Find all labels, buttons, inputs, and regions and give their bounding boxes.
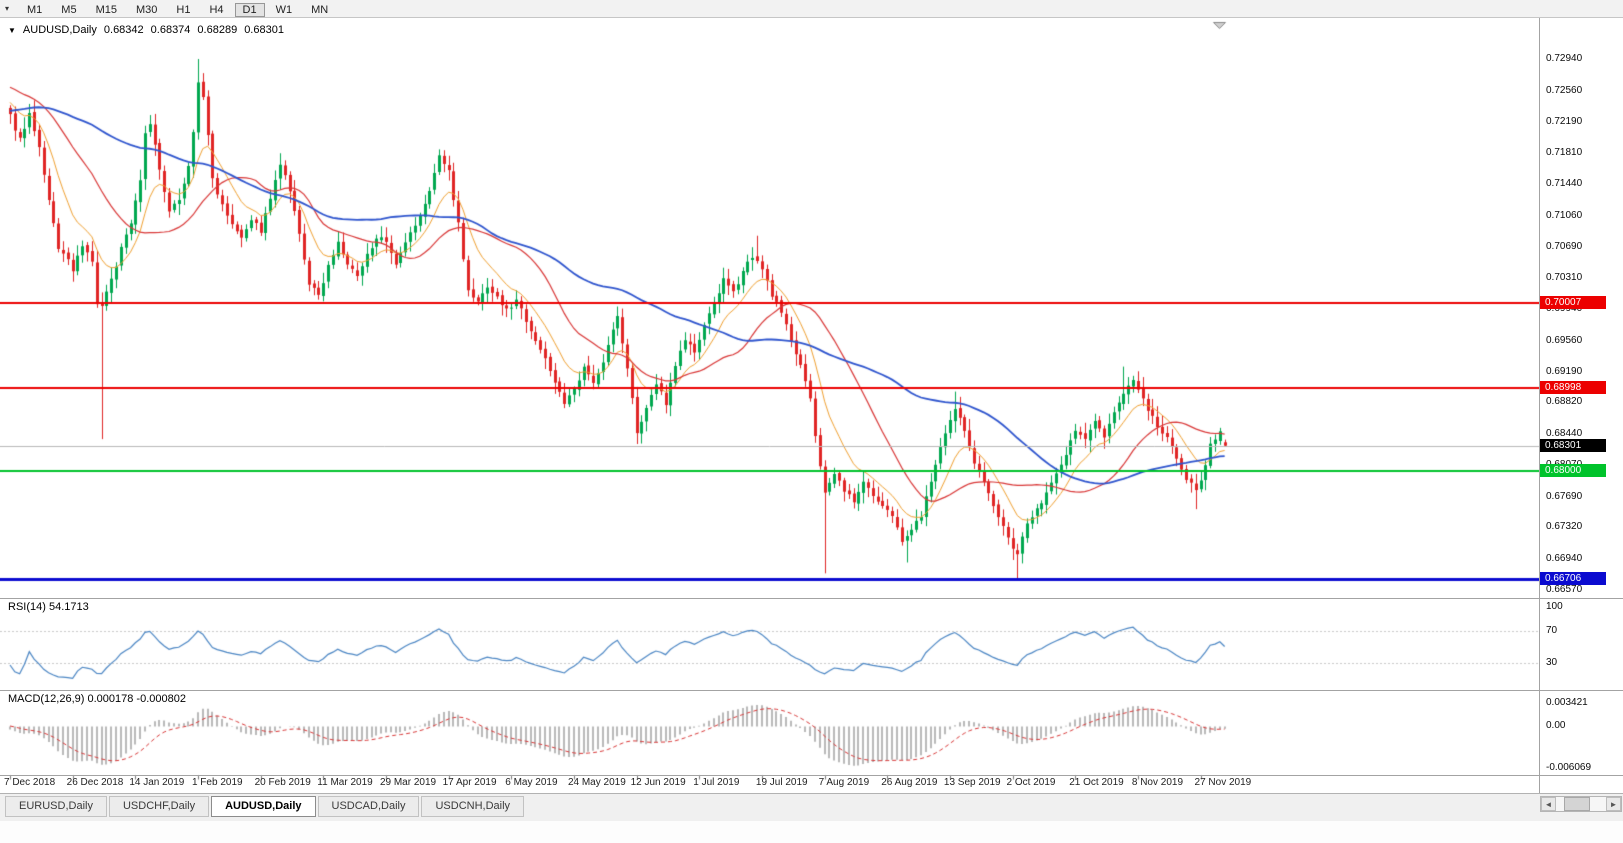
macd-indicator-label: MACD(12,26,9) 0.000178 -0.000802: [8, 693, 186, 705]
rsi-axis-label: 30: [1546, 657, 1558, 668]
price-axis-tick: 0.66940: [1546, 553, 1583, 565]
timeframe-toolbar: ▾ M1 M5 M15 M30 H1 H4 D1 W1 MN: [0, 0, 1623, 18]
rsi-indicator-label: RSI(14) 54.1713: [8, 601, 89, 613]
macd-axis-label: 0.003421: [1546, 697, 1588, 708]
chart-tabs: EURUSD,Daily USDCHF,Daily AUDUSD,Daily USDC…: [5, 796, 1623, 817]
date-axis-separator: [0, 775, 1623, 776]
rsi-panel-separator[interactable]: [0, 598, 1623, 599]
price-axis-tick: 0.66570: [1546, 584, 1583, 595]
timeframe-button-m30[interactable]: M30: [135, 3, 158, 16]
timeframe-buttons: M1 M5 M15 M30 H1 H4 D1 W1 MN: [19, 0, 339, 18]
timeframe-button-m1[interactable]: M1: [27, 3, 43, 16]
chart-tab-usdcnh-daily[interactable]: USDCNH,Daily: [421, 796, 525, 817]
chart-tab-audusd-daily[interactable]: AUDUSD,Daily: [211, 796, 316, 817]
hline-price-badge: 0.68000: [1540, 463, 1606, 477]
price-axis-tick: 0.68440: [1546, 428, 1583, 440]
price-axis-tick: 0.72190: [1546, 115, 1583, 127]
price-axis-tick: 0.72940: [1546, 53, 1583, 64]
scroll-right-arrow[interactable]: ►: [1606, 797, 1621, 811]
price-axis-tick: 0.71060: [1546, 209, 1583, 221]
price-axis-tick: 0.69560: [1546, 334, 1583, 346]
price-axis-tick: 0.69190: [1546, 365, 1583, 377]
chart-tab-eurusd-daily[interactable]: EURUSD,Daily: [5, 796, 107, 817]
price-axis-tick: 0.71440: [1546, 178, 1583, 190]
chart-ohlc-header: ▼ AUDUSD,Daily 0.68342 0.68374 0.68289 0…: [8, 24, 284, 36]
timeframe-button-h1[interactable]: H1: [176, 3, 191, 16]
timeframe-button-mn[interactable]: MN: [311, 3, 329, 16]
timeframe-button-w1[interactable]: W1: [275, 3, 293, 16]
hline-price-badge: 0.66706: [1540, 571, 1606, 585]
price-axis-tick: 0.71810: [1546, 147, 1583, 159]
ohlc-open: 0.68342: [103, 24, 144, 36]
horizontal-scrollbar[interactable]: ◄ ►: [1540, 796, 1622, 812]
chart-symbol-label: AUDUSD,Daily: [22, 24, 97, 36]
macd-panel-separator[interactable]: [0, 690, 1623, 691]
timeframe-button-m5[interactable]: M5: [61, 3, 77, 16]
timeframe-button-m15[interactable]: M15: [95, 3, 117, 16]
scrollbar-thumb[interactable]: [1564, 797, 1590, 811]
price-axis-tick: 0.68820: [1546, 396, 1583, 408]
chart-tab-usdchf-daily[interactable]: USDCHF,Daily: [108, 796, 210, 817]
status-strip: [0, 821, 1623, 843]
price-axis-tick: 0.70690: [1546, 240, 1583, 252]
hline-price-badge: 0.70007: [1540, 296, 1606, 310]
rsi-axis-label: 100: [1546, 601, 1563, 612]
ohlc-low: 0.68289: [197, 24, 238, 36]
one-click-trading-icon[interactable]: ▼: [8, 25, 16, 35]
price-axis-tick: 0.67690: [1546, 490, 1583, 502]
rsi-axis-label: 70: [1546, 625, 1558, 636]
price-axis-tick: 0.67320: [1546, 521, 1583, 533]
scroll-left-arrow[interactable]: ◄: [1541, 797, 1556, 811]
macd-axis-label: -0.006069: [1546, 762, 1592, 773]
hline-price-badge: 0.68998: [1540, 380, 1606, 394]
ohlc-close: 0.68301: [244, 24, 284, 36]
price-chart-canvas[interactable]: [0, 18, 1540, 793]
toolbar-overflow-icon[interactable]: ▾: [5, 4, 10, 13]
price-axis: 0.72940 0.72560 0.72190 0.71810 0.71440 0.710…: [1540, 18, 1623, 793]
ohlc-high: 0.68374: [150, 24, 191, 36]
bid-price-badge: 0.68301: [1540, 438, 1606, 452]
macd-axis-label: 0.00: [1546, 720, 1566, 732]
timeframe-button-h4[interactable]: H4: [209, 3, 224, 16]
chart-tab-bar: EURUSD,Daily USDCHF,Daily AUDUSD,Daily USDC…: [0, 793, 1623, 821]
chart-tab-usdcad-daily[interactable]: USDCAD,Daily: [317, 796, 420, 817]
price-axis-tick: 0.70310: [1546, 272, 1583, 284]
scrollbar-track[interactable]: [1556, 797, 1606, 811]
timeframe-button-d1[interactable]: D1: [234, 2, 265, 17]
price-axis-tick: 0.72560: [1546, 84, 1583, 96]
price-axis-border: [1539, 17, 1540, 793]
